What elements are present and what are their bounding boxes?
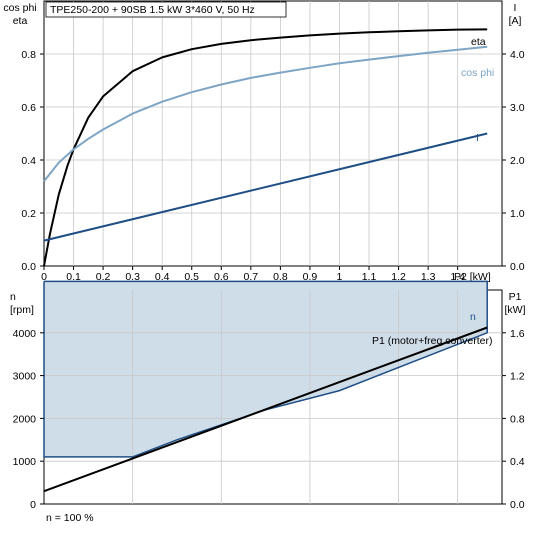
top-x-tick-label: 1.3	[421, 271, 436, 283]
bottom-y-tick-label-right: 0.8	[510, 413, 525, 425]
top-y-tick-label-right: 2.0	[510, 155, 525, 167]
top-plot-frame	[43, 0, 503, 267]
bottom-chart: 0 1000 2000 3000 4000 0.0 0.4 0.8 1.2 1.6 n [rpm]…	[10, 280, 526, 524]
top-x-tick-label: 1.4	[450, 271, 465, 283]
top-x-tick-label: 0.9	[303, 271, 318, 283]
top-x-tick-label: 1	[337, 271, 343, 283]
series-line-cos-phi	[43, 45, 488, 182]
bottom-grid	[44, 290, 502, 504]
x-axis-unit-label: P2 [kW]	[454, 271, 491, 283]
top-y-tick-label-right: 1.0	[510, 208, 525, 220]
top-y-tick-label-right: 0.0	[510, 261, 525, 273]
top-left-axis-label-1: cos phi	[3, 2, 36, 14]
top-y-tick-label-left: 0.0	[21, 261, 36, 273]
top-y-tick-label-right: 4.0	[510, 49, 525, 61]
top-right-axis-label-2: [A]	[509, 15, 522, 27]
bottom-y-tick-label-right: 1.2	[510, 371, 525, 383]
bottom-y-tick-label-left: 2000	[13, 413, 37, 425]
top-x-tick-label: 0.4	[155, 271, 170, 283]
top-x-tick-label: 1.1	[362, 271, 377, 283]
top-left-axis-label-2: eta	[13, 15, 28, 27]
top-series	[43, 28, 488, 267]
top-x-tick-label: 1.2	[391, 271, 406, 283]
bottom-y-tick-label-left: 3000	[13, 371, 37, 383]
top-x-tick-label: 0.2	[96, 271, 111, 283]
chart-title: TPE250-200 + 90SB 1.5 kW 3*460 V, 50 Hz	[50, 4, 255, 16]
bottom-left-axis-label-1: n	[10, 291, 16, 303]
series-line-p1	[43, 326, 488, 493]
top-x-tick-label: 0.1	[66, 271, 81, 283]
bottom-y-tick-label-right: 1.6	[510, 328, 525, 340]
top-y-tick-label-left: 0.6	[21, 102, 36, 114]
top-x-tick-label: 0	[41, 271, 47, 283]
bottom-left-axis-label-2: [rpm]	[10, 304, 34, 316]
series-line-eta	[43, 28, 488, 267]
top-y-tick-label-left: 0.2	[21, 208, 36, 220]
bottom-area	[44, 281, 488, 457]
top-tick-labels: 0 0.1 0.2 0.3 0.4 0.5 0.6 0.7 0.8 0.9 1 1.1 1.2 1.3 1.…	[21, 49, 524, 283]
bottom-y-tick-label-left: 1000	[13, 456, 37, 468]
top-x-tick-label: 0.3	[125, 271, 140, 283]
bottom-right-axis-label-2: [kW]	[505, 304, 526, 316]
bottom-right-axis-label-1: P1	[509, 291, 522, 303]
bottom-tick-labels: 0 1000 2000 3000 4000 0.0 0.4 0.8 1.2 1.6	[13, 328, 525, 511]
series-label-current: I	[476, 132, 479, 144]
title-box	[45, 1, 287, 18]
footer-note: n = 100 %	[46, 512, 94, 524]
annotation-n: n	[470, 311, 476, 323]
series-label-eta: eta	[471, 36, 486, 48]
top-right-axis-label-1: I	[514, 2, 517, 14]
bottom-y-tick-label-left: 0	[30, 499, 36, 511]
bottom-series	[43, 280, 488, 493]
bottom-y-tick-label-left: 4000	[13, 328, 37, 340]
top-y-tick-label-right: 3.0	[510, 102, 525, 114]
top-y-tick-label-left: 0.4	[21, 155, 36, 167]
top-x-tick-label: 0.5	[184, 271, 199, 283]
speed-range-area	[44, 281, 488, 457]
top-chart: 0 0.1 0.2 0.3 0.4 0.5 0.6 0.7 0.8 0.9 1 1.1 1.2 1.3 1.…	[3, 0, 525, 283]
annotation-p1: P1 (motor+freq.converter)	[372, 335, 493, 347]
bottom-y-tick-label-right: 0.0	[510, 499, 525, 511]
bottom-y-tick-label-right: 0.4	[510, 456, 525, 468]
top-grid	[44, 1, 502, 266]
series-line-i	[43, 132, 488, 242]
top-x-tick-label: 0.8	[273, 271, 288, 283]
top-x-tick-label: 0.6	[214, 271, 229, 283]
top-y-tick-label-left: 0.8	[21, 49, 36, 61]
top-x-tick-label: 0.7	[244, 271, 259, 283]
series-label-cos-phi: cos phi	[461, 67, 494, 79]
